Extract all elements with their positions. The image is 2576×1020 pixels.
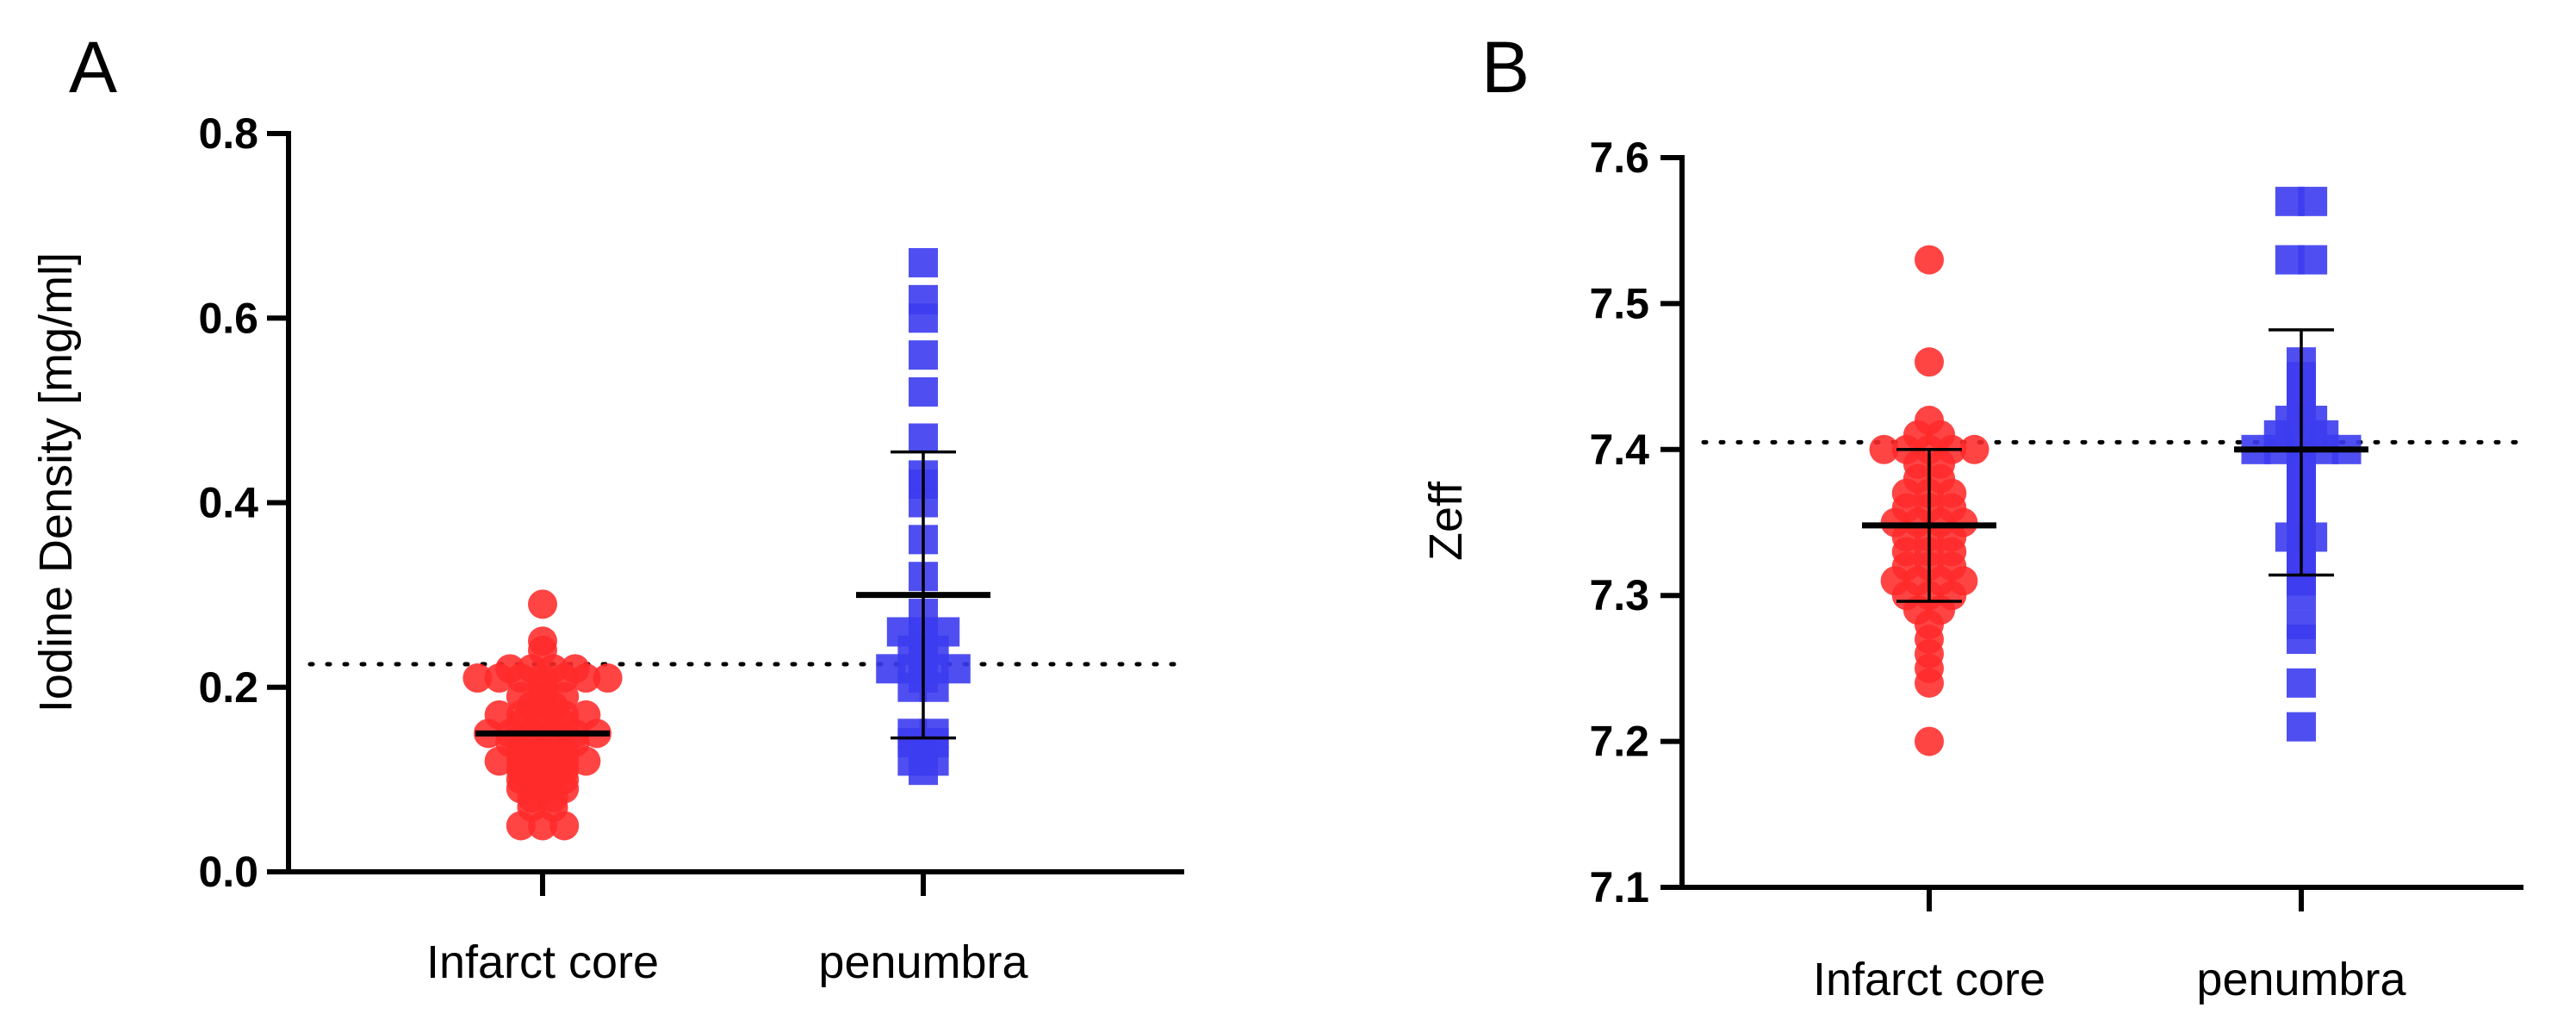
infarct-core-point <box>571 663 601 693</box>
penumbra-point <box>909 340 938 370</box>
y-tick-label: 0.6 <box>198 294 258 342</box>
infarct-core-point <box>1915 245 1944 275</box>
panel-a-y-axis-title: Iodine Density [mg/ml] <box>30 252 82 712</box>
y-tick-label: 7.5 <box>1589 279 1649 327</box>
infarct-core-point <box>549 811 580 841</box>
penumbra-point <box>909 303 938 333</box>
y-tick-label: 7.4 <box>1589 426 1649 474</box>
y-tick-label: 7.2 <box>1589 718 1649 766</box>
infarct-core-point <box>593 663 623 693</box>
penumbra-point <box>2287 581 2316 611</box>
y-tick-label: 0.8 <box>198 109 258 158</box>
infarct-core-point <box>506 811 536 841</box>
infarct-core-point <box>528 589 557 619</box>
y-tick-label: 7.1 <box>1589 863 1649 911</box>
panel-b-letter: B <box>1481 27 1530 108</box>
infarct-core-point <box>528 811 557 841</box>
infarct-core-point <box>462 663 493 693</box>
penumbra-point <box>909 756 938 786</box>
y-tick-label: 0.4 <box>198 479 258 527</box>
panel-b-y-axis-title: Zeff <box>1420 481 1472 561</box>
penumbra-point <box>2287 668 2316 698</box>
penumbra-point <box>909 376 938 407</box>
infarct-core-point <box>1915 726 1944 756</box>
penumbra-point <box>2287 712 2316 742</box>
infarct-core-point <box>484 663 514 693</box>
infarct-core-point <box>1915 347 1944 377</box>
y-tick-label: 0.0 <box>198 848 258 896</box>
infarct-core-point <box>1915 668 1944 698</box>
y-tick-label: 0.2 <box>198 663 258 712</box>
infarct-core-point <box>1869 434 1899 464</box>
y-tick-label: 7.6 <box>1589 134 1649 182</box>
panel-a: A Iodine Density [mg/ml] 0.0 0.2 0.4 0.6 0.8… <box>30 27 1187 988</box>
y-tick-label: 7.3 <box>1589 571 1649 619</box>
penumbra-point <box>2298 245 2328 275</box>
penumbra-point <box>2298 186 2328 216</box>
panel-b: B Zeff 7.1 7.2 7.3 7.4 7.5 7.6 Infarct core pen… <box>1420 27 2526 1005</box>
category-label: Infarct core <box>1813 954 2045 1005</box>
penumbra-point <box>909 423 938 453</box>
category-label: penumbra <box>2196 954 2406 1005</box>
penumbra-point <box>909 247 938 277</box>
category-label: penumbra <box>818 936 1028 988</box>
category-label: Infarct core <box>426 936 659 988</box>
infarct-core-point <box>1959 434 1989 464</box>
penumbra-point <box>2287 625 2316 655</box>
panel-a-letter: A <box>69 27 117 108</box>
